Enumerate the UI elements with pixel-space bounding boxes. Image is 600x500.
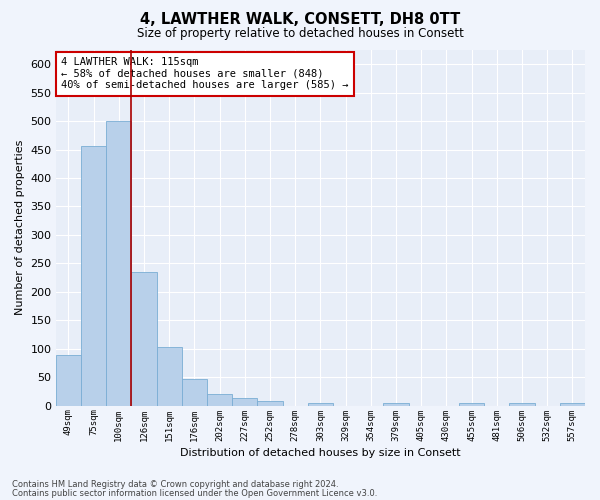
- Text: Contains public sector information licensed under the Open Government Licence v3: Contains public sector information licen…: [12, 488, 377, 498]
- Y-axis label: Number of detached properties: Number of detached properties: [15, 140, 25, 316]
- Bar: [257, 401, 283, 406]
- Text: Contains HM Land Registry data © Crown copyright and database right 2024.: Contains HM Land Registry data © Crown c…: [12, 480, 338, 489]
- Bar: [383, 402, 409, 406]
- Bar: [459, 402, 484, 406]
- Bar: [56, 356, 81, 406]
- Bar: [207, 394, 232, 406]
- Text: 4, LAWTHER WALK, CONSETT, DH8 0TT: 4, LAWTHER WALK, CONSETT, DH8 0TT: [140, 12, 460, 28]
- Bar: [308, 402, 333, 406]
- Bar: [182, 379, 207, 406]
- Bar: [157, 347, 182, 406]
- Text: Size of property relative to detached houses in Consett: Size of property relative to detached ho…: [137, 28, 463, 40]
- Bar: [509, 402, 535, 406]
- Text: 4 LAWTHER WALK: 115sqm
← 58% of detached houses are smaller (848)
40% of semi-de: 4 LAWTHER WALK: 115sqm ← 58% of detached…: [61, 57, 349, 90]
- X-axis label: Distribution of detached houses by size in Consett: Distribution of detached houses by size …: [180, 448, 461, 458]
- Bar: [232, 398, 257, 406]
- Bar: [106, 121, 131, 406]
- Bar: [81, 146, 106, 406]
- Bar: [560, 402, 585, 406]
- Bar: [131, 272, 157, 406]
